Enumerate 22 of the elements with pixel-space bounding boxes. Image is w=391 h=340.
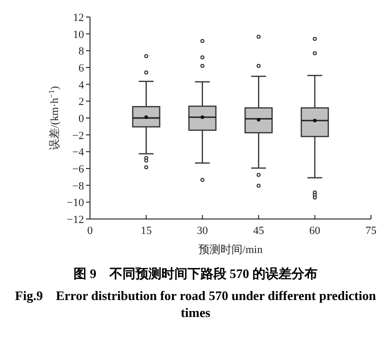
y-tick-label: 4 — [78, 79, 84, 92]
y-tick-label: 12 — [73, 12, 84, 24]
x-tick-label: 0 — [87, 225, 94, 237]
x-axis-title: 预测时间/min — [198, 243, 264, 256]
y-tick-label: −10 — [66, 197, 84, 210]
y-tick-label: −8 — [72, 180, 84, 192]
y-tick-label: 8 — [78, 46, 84, 58]
y-tick-label: 0 — [78, 113, 84, 125]
caption: 图 9 不同预测时间下路段 570 的误差分布 — [72, 265, 318, 283]
y-tick-label: 2 — [78, 96, 84, 108]
y-tick-label: 10 — [73, 28, 84, 41]
y-tick-label: 6 — [78, 62, 84, 74]
y-tick-label: −12 — [66, 214, 84, 226]
caption: Fig.9 Error distribution for road 570 under different prediction times — [14, 287, 377, 321]
y-tick-label: −6 — [72, 164, 84, 176]
y-tick-label: −4 — [72, 146, 84, 159]
x-tick-label: 75 — [366, 225, 377, 237]
x-tick-label: 60 — [309, 225, 321, 237]
x-tick-label: 15 — [140, 225, 152, 237]
x-tick-label: 45 — [253, 225, 265, 237]
x-tick-label: 30 — [196, 225, 208, 237]
y-tick-label: −2 — [72, 130, 84, 142]
